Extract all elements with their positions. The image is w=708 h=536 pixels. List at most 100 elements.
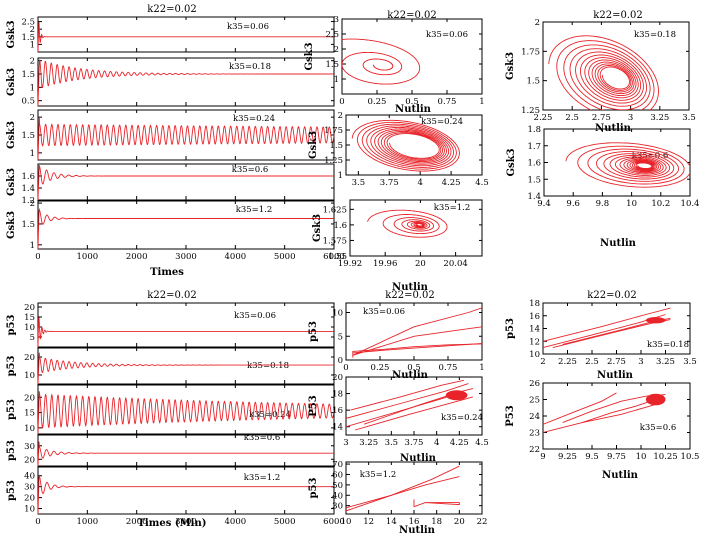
gsk3-time-panel-5-xtick-label: 2000 [126,252,148,262]
gsk3-phase-k35-0.6: k35=0.6 Nutlin Gsk3 9.4 9.6 9.8 10 10.2 10.41… [506,125,699,249]
gsk3-time-panel-3-ytick-label: 1 [30,149,35,159]
p53-phase-0.06-trajectory [352,342,482,354]
gsk3-phase-1.2-frame [349,199,483,257]
gsk3-time-panel-3-ylabel: Gsk3 [6,121,17,149]
p53-phase-1.2-ytick-label: 30 [332,502,343,512]
p53-phase-1.2-xtick-label: 18 [431,517,442,527]
gsk3-phase-1.2-ylabel: Gsk3 [312,214,323,242]
gsk3-time-panel-3-ytick-label: 2 [30,113,35,123]
gsk3-phase-0.18-ylabel: Gsk3 [505,52,516,80]
p53-time-panel-4-series-line [37,441,334,467]
gsk3-phase-0.06-ytick-label: 2.5 [325,30,339,40]
p53-time-panel-2-ytick-label: 20 [24,353,35,363]
p53-phase-0.6-xtick-label: 9.5 [585,452,599,462]
p53-phase-0.6-xtick-label: 10 [636,452,647,462]
gsk3-time-series-figure: k22=0.02 k35=0.06 Gsk3 11.522.5 k35=0.18… [6,4,345,278]
gsk3-time-panel-5: k35=1.2 Gsk3 1 1.5 2 0 1000 2000 3000 4000 5000 6… [6,199,345,262]
p53-phase-0.6-ytick-label: 26 [529,379,540,389]
p53-phase-0.24-xtick-label: 3.75 [405,438,424,448]
p53-time-panel-5-annotation: k35=1.2 [244,473,281,483]
gsk3-phase-0.18-xtick-label: 3 [628,113,633,123]
gsk3-time-panel-5-xtick-label: 4000 [225,252,247,262]
gsk3-phase-0.6-xtick-label: 9.8 [596,199,610,209]
gsk3-phase-0.24-plot-area [351,119,460,172]
gsk3-phase-0.06-ytick-label: 1 [334,75,339,85]
p53-phase-0.24-ylabel: P53 [308,395,319,416]
p53-phase-0.24-trajectory [350,379,464,411]
gsk3-phase-1.2-annotation: k35=1.2 [434,203,471,213]
gsk3-phase-0.6-xtick-label: 9.6 [566,199,580,209]
gsk3-time-panel-4-series-line [37,165,334,201]
p53-time-panel-3-ytick-label: 20 [24,393,35,403]
p53-phase-0.06-ytick-label: 0 [338,356,343,366]
gsk3-phase-0.24-ytick-label: 1 [338,171,343,181]
gsk3-time-panel-5-xtick-label: 1000 [77,252,99,262]
p53-phase-0.06-trajectory [352,307,482,356]
p53-phase-0.6-ylabel: P53 [505,405,516,426]
gsk3-time-panel-1-annotation: k35=0.06 [227,22,269,32]
gsk3-time-panel-5-annotation: k35=1.2 [236,205,273,215]
p53-phase-0.18-xtick-label: 2 [540,357,545,367]
p53-phase-0.06-ytick-label: 5 [338,332,343,342]
gsk3-phase-0.18-xtick-label: 2.25 [534,113,553,123]
gsk3-phase-0.6-xtick-label: 10.2 [651,199,670,209]
p53-phase-0.18-annotation: k35=0.18 [647,340,689,350]
p53-time-panel-5-series-line [37,474,334,515]
gsk3-time-panel-5-xtick-label: 5000 [274,252,296,262]
gsk3-phase-1.2-xtick-label: 20.04 [443,259,467,269]
p53-phase-0.6-xtick-label: 9.25 [558,452,577,462]
p53-phase-0.24-xtick-label: 3 [343,438,348,448]
p53-phase-1.2-xtick-label: 14 [386,517,397,527]
p53-phase-0.18-title: k22=0.02 [587,290,636,301]
p53-phase-0.06-ylabel: p53 [308,321,319,342]
p53-phase-1.2-xtick-label: 10 [341,517,352,527]
gsk3-phase-1.2-xtick-label: 19.92 [338,259,362,269]
p53-time-panel-5-xtick-label: 4000 [225,517,247,527]
p53-phase-0.06-xtick-label: 0.75 [439,363,458,373]
p53-phase-1.2-ytick-label: 60 [332,470,343,480]
gsk3-phase-0.6-xtick-label: 10 [626,199,637,209]
p53-time-panel-5-xtick-label: 3000 [175,517,197,527]
gsk3-phase-0.24-ytick-label: 2 [338,111,343,121]
p53-time-panel-4: k35=0.6 p53 20 30 [6,433,335,467]
p53-time-panel-3-ytick-label: 15 [24,409,35,419]
gsk3-time-panel-5-xtick-label: 6000 [323,252,345,262]
p53-time-panel-5-frame [37,466,335,515]
p53-phase-0.6-limit-cycle [645,393,666,406]
gsk3-phase-0.6-xtick-label: 10.4 [681,199,700,209]
p53-phase-0.6-plot-area [543,392,666,433]
p53-time-panel-5-xtick-label: 5000 [274,517,296,527]
p53-time-panel-4-ytick-label: 20 [24,455,35,465]
gsk3-time-panel-2-ytick-label: 1.5 [21,70,35,80]
p53-phase-0.6-annotation: k35=0.6 [640,423,677,433]
gsk3-phase-0.18-ytick-label: 1.75 [521,47,540,57]
gsk3-time-panel-2-annotation: k35=0.18 [229,62,271,72]
p53-phase-0.24-trajectory [354,396,474,431]
p53-phase-0.24-xtick-label: 4.25 [450,438,469,448]
p53-phase-0.6-xtick-label: 10.5 [681,452,700,462]
p53-time-panel-3-ylabel: p53 [6,399,17,420]
gsk3-phase-0.24-xtick-label: 3.5 [352,178,366,188]
gsk3-time-panel-1-frame [37,16,335,53]
p53-phase-0.6-xtick-label: 10.25 [653,452,677,462]
p53-phase-0.06-xtick-label: 1 [479,363,484,373]
gsk3-time-panel-4: k35=0.6 Gsk3 1.2 1.4 1.6 [6,163,335,206]
p53-time-panel-2-ylabel: p53 [6,356,17,377]
gsk3-time-panel-5-xtick-label: 3000 [175,252,197,262]
p53-phase-0.06-xtick-label: 0 [343,363,348,373]
p53-time-panel-1-ytick-label: 15 [24,313,35,323]
p53-phase-0.18-ytick-label: 14 [529,325,540,335]
p53-phase-0.6-xtick-label: 9 [540,452,545,462]
p53-phase-0.06-xlabel: Nutlin [392,370,429,381]
gsk3-time-panel-4-ytick-label: 1.2 [21,196,35,206]
p53-time-panel-5-ytick-label: 10 [24,505,35,515]
p53-phase-k35-1.2: k35=1.2 Nutlin p53 10 12 14 16 18 20 223040506… [308,460,487,536]
gsk3-phase-0.18-annotation: k35=0.18 [634,30,676,40]
p53-phase-0.24-ytick-label: 14 [332,423,343,433]
gsk3-phase-0.06-xtick-label: 0.75 [438,97,457,107]
p53-phase-1.2-ytick-label: 50 [332,481,343,491]
p53-phase-1.2-xlabel: Nutlin [399,525,436,536]
gsk3-phase-1.2-ytick-label: 1.6 [333,221,347,231]
